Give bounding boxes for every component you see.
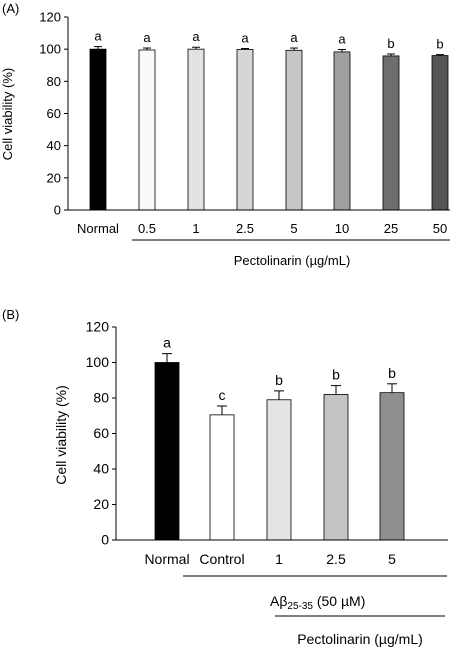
b-significance-letter: b [275, 372, 283, 388]
b-bar [323, 394, 349, 541]
b-x-tick-label: 1 [275, 551, 283, 567]
a-significance-letter: b [436, 37, 443, 52]
a-significance-letter: a [192, 29, 200, 44]
a-x-tick-label: 1 [192, 221, 199, 236]
a-bar [236, 49, 254, 211]
a-significance-letter: a [241, 31, 249, 46]
panel-a-y-ticks: 0 20 40 60 80 100 120 [39, 10, 68, 218]
a-bar [285, 49, 303, 211]
b-x-tick-label: 2.5 [326, 551, 346, 567]
a-x-tick-label: 0.5 [138, 221, 156, 236]
panel-a-y-axis-label: Cell viability (%) [0, 68, 15, 160]
b-y-tick-label: 60 [93, 425, 109, 441]
a-x-tick-label: 10 [335, 221, 349, 236]
a-y-tick-label: 40 [47, 138, 61, 153]
a-y-tick-label: 100 [39, 42, 61, 57]
panel-b-group-label-2: Pectolinarin (µg/mL) [297, 631, 423, 647]
b-y-tick-label: 40 [93, 461, 109, 477]
panel-a-label: (A) [2, 1, 19, 16]
a-significance-letter: a [94, 29, 102, 44]
b-x-tick-label: Control [199, 551, 244, 567]
b-y-tick-label: 120 [86, 319, 110, 335]
a-x-tick-label: 2.5 [236, 221, 254, 236]
panel-a-x-tick-labels: Normal 0.5 1 2.5 5 10 25 50 [77, 221, 447, 236]
b-y-tick-label: 0 [101, 532, 109, 548]
a-y-tick-label: 80 [47, 74, 61, 89]
a-x-tick-label: 50 [433, 221, 447, 236]
a-y-tick-label: 0 [54, 203, 61, 218]
panel-a-error-bars [94, 46, 444, 56]
a-bar [382, 55, 400, 211]
b-bar [266, 399, 292, 541]
b-bar [154, 362, 180, 541]
a-significance-letter: a [143, 30, 151, 45]
b-significance-letter: b [388, 365, 396, 381]
panel-b-y-ticks: 0 20 40 60 80 100 120 [86, 319, 116, 548]
a-x-tick-label: 25 [384, 221, 398, 236]
b-x-tick-label: 5 [388, 551, 396, 567]
a-x-tick-label: 5 [290, 221, 297, 236]
panel-b-label: (B) [2, 307, 19, 322]
a-bar [138, 49, 156, 211]
panel-b-bars [154, 362, 405, 541]
a-significance-letter: a [338, 31, 346, 46]
panel-b-significance-letters: a c b b b [163, 335, 396, 403]
b-significance-letter: b [332, 367, 340, 383]
a-x-tick-label: Normal [77, 221, 119, 236]
panel-b-group-label-1: Aβ25-35 (50 µM) [270, 593, 365, 612]
b-significance-letter: c [219, 387, 226, 403]
panel-b-y-axis-label: Cell viability (%) [53, 385, 69, 485]
panel-b: (B) Cell viability (%) 0 20 40 60 80 100 120 a… [2, 307, 448, 647]
a-y-tick-label: 20 [47, 170, 61, 185]
panel-a-bars [89, 48, 449, 211]
panel-a-group-label: Pectolinarin (µg/mL) [234, 253, 351, 268]
panel-b-error-bars [162, 353, 397, 415]
panel-b-x-tick-labels: Normal Control 1 2.5 5 [144, 551, 396, 567]
b-y-tick-label: 80 [93, 390, 109, 406]
a-bar [187, 48, 205, 211]
a-significance-letter: a [290, 30, 298, 45]
b-bar [379, 392, 405, 541]
a-bar [333, 51, 351, 211]
a-bar [431, 55, 449, 211]
b-y-tick-label: 100 [86, 354, 110, 370]
b-significance-letter: a [163, 335, 171, 351]
b-x-tick-label: Normal [144, 551, 189, 567]
a-bar [89, 48, 107, 211]
panel-a: (A) Cell viability (%) 0 20 40 60 80 100 120 a… [0, 1, 450, 268]
b-bar [209, 414, 235, 541]
a-significance-letter: b [387, 36, 394, 51]
a-y-tick-label: 60 [47, 106, 61, 121]
a-y-tick-label: 120 [39, 10, 61, 25]
b-y-tick-label: 20 [93, 496, 109, 512]
